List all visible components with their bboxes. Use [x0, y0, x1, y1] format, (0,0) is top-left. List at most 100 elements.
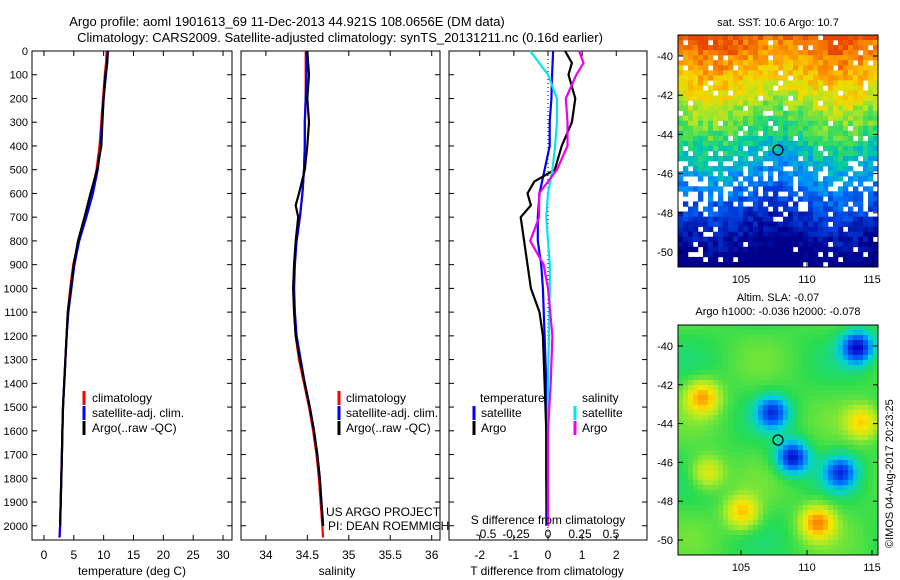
- sla-cell: [813, 415, 819, 421]
- sst-cell: [723, 70, 729, 76]
- sst-cell: [763, 130, 769, 137]
- sst-cell: [803, 176, 809, 182]
- sla-cell: [703, 545, 709, 551]
- sla-cell: [828, 385, 834, 391]
- sla-cell: [718, 540, 724, 546]
- sst-cell: [823, 125, 829, 132]
- sst-cell: [748, 206, 754, 212]
- sst-cell: [873, 40, 879, 46]
- sla-cell: [863, 370, 869, 376]
- sst-cell: [838, 146, 844, 152]
- sst-cell: [783, 75, 789, 81]
- sla-cell: [728, 410, 734, 416]
- sst-cell: [773, 186, 779, 192]
- sla-cell: [758, 330, 764, 336]
- sst-cell: [868, 135, 874, 142]
- sst-cell: [848, 156, 854, 162]
- sla-cell: [773, 445, 779, 451]
- sst-cell: [798, 95, 804, 101]
- sla-cell: [728, 515, 734, 521]
- map-tick-label: -48: [657, 496, 673, 508]
- sst-cell: [833, 156, 839, 162]
- sla-cell: [808, 425, 814, 431]
- depth-tick-label: 0: [22, 46, 28, 58]
- sst-cell: [683, 80, 689, 86]
- sla-cell: [768, 420, 774, 426]
- sst-cell: [723, 75, 729, 81]
- sst-cell: [758, 241, 764, 248]
- sla-cell: [858, 425, 864, 431]
- sla-cell: [858, 520, 864, 526]
- sla-cell: [723, 325, 729, 331]
- sst-cell: [713, 115, 719, 122]
- sla-cell: [728, 500, 734, 506]
- sst-cell: [718, 55, 724, 61]
- sst-cell: [723, 60, 729, 66]
- sla-cell: [828, 485, 834, 491]
- sla-cell: [693, 485, 699, 491]
- sla-cell: [718, 405, 724, 411]
- sla-cell: [738, 445, 744, 451]
- sst-cell: [793, 85, 799, 91]
- sla-cell: [763, 510, 769, 516]
- sla-cell: [793, 380, 799, 386]
- sla-cell: [793, 465, 799, 471]
- sla-cell: [718, 495, 724, 501]
- sla-cell: [733, 390, 739, 396]
- sst-cell: [723, 90, 729, 96]
- sst-cell: [743, 60, 749, 66]
- sst-cell: [778, 130, 784, 137]
- sla-cell: [768, 440, 774, 446]
- sla-cell: [713, 470, 719, 476]
- sst-cell: [853, 140, 859, 147]
- sst-cell: [723, 151, 729, 157]
- sst-cell: [858, 201, 864, 207]
- sst-cell: [838, 130, 844, 137]
- sla-cell: [703, 420, 709, 426]
- sla-cell: [728, 435, 734, 441]
- sst-cell: [683, 216, 689, 222]
- x-tick-label: 15: [127, 548, 141, 562]
- sla-cell: [813, 525, 819, 531]
- sla-cell: [808, 545, 814, 551]
- sla-cell: [853, 325, 859, 331]
- sla-cell: [708, 490, 714, 496]
- sst-cell: [713, 95, 719, 101]
- sla-cell: [698, 520, 704, 526]
- sla-cell: [763, 530, 769, 536]
- sst-cell: [858, 226, 864, 233]
- sst-cell: [858, 262, 864, 268]
- sla-cell: [808, 395, 814, 401]
- sla-cell: [873, 545, 879, 551]
- sla-cell: [738, 380, 744, 386]
- sla-cell: [813, 380, 819, 386]
- sla-cell: [723, 440, 729, 446]
- sla-cell: [768, 415, 774, 421]
- sst-cell: [818, 105, 824, 111]
- sla-cell: [778, 460, 784, 466]
- sst-cell: [843, 262, 849, 268]
- sst-cell: [803, 40, 809, 46]
- sla-cell: [773, 335, 779, 341]
- sla-cell: [683, 325, 689, 331]
- sst-cell: [793, 125, 799, 132]
- sla-cell: [738, 410, 744, 416]
- sla-cell: [683, 330, 689, 336]
- sst-cell: [733, 251, 739, 258]
- sla-cell: [713, 415, 719, 421]
- sst-cell: [698, 241, 704, 248]
- sla-cell: [748, 325, 754, 331]
- sst-cell: [818, 80, 824, 86]
- sla-cell: [678, 525, 684, 531]
- sla-cell: [698, 540, 704, 546]
- sla-cell: [723, 545, 729, 551]
- sst-cell: [733, 100, 739, 106]
- sla-cell: [728, 495, 734, 501]
- sla-cell: [858, 410, 864, 416]
- sst-cell: [713, 146, 719, 152]
- sla-cell: [828, 415, 834, 421]
- sla-cell: [818, 365, 824, 371]
- sst-cell: [728, 100, 734, 106]
- sla-cell: [733, 325, 739, 331]
- sst-cell: [838, 251, 844, 258]
